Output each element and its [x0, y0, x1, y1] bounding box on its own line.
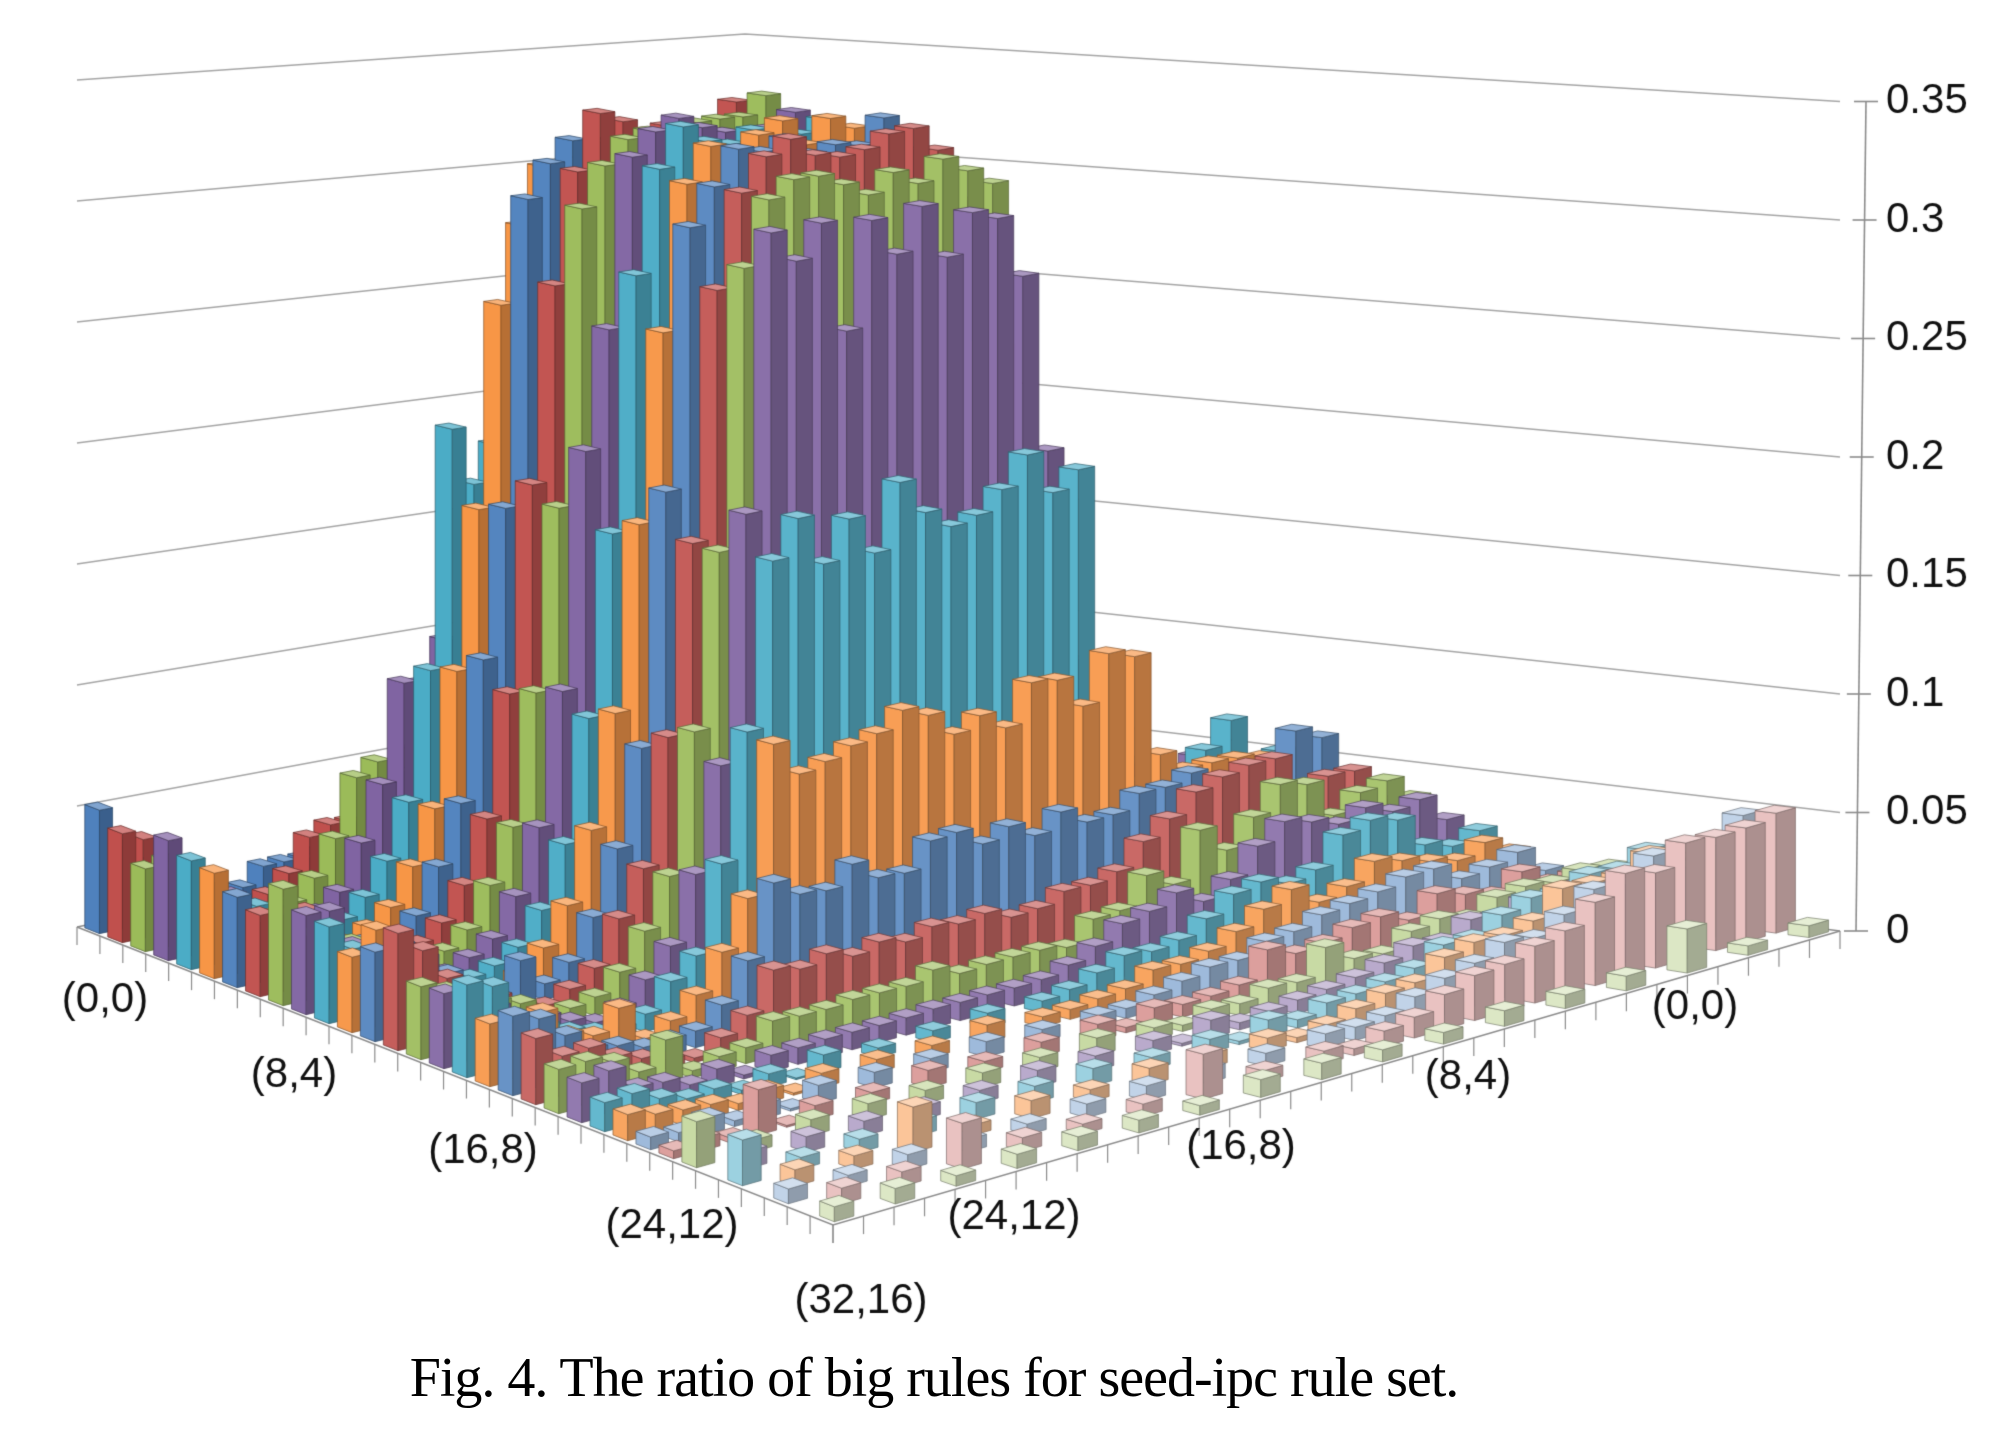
figure-caption: Fig. 4. The ratio of big rules for seed-…	[409, 1347, 1460, 1409]
